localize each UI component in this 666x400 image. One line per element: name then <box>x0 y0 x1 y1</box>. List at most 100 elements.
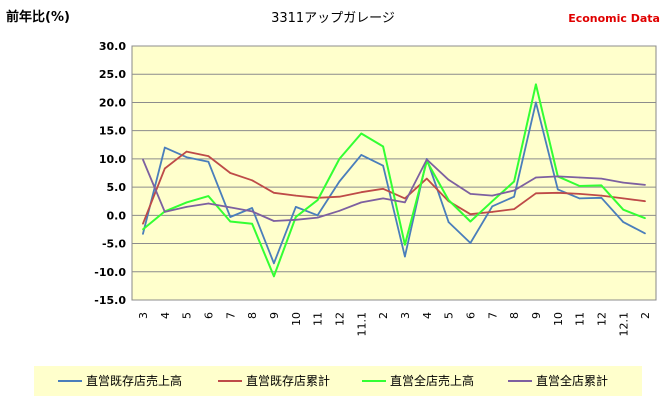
data-point <box>185 201 188 204</box>
x-tick-label: 6 <box>202 312 215 319</box>
data-point <box>513 195 515 198</box>
data-point <box>316 214 319 217</box>
data-point <box>163 167 166 170</box>
x-tick-label: 9 <box>530 312 543 319</box>
data-point <box>163 211 166 213</box>
y-tick-label: 20.0 <box>99 96 126 109</box>
data-point <box>535 83 537 86</box>
y-tick-label: -10.0 <box>94 266 126 279</box>
data-point <box>644 184 646 186</box>
data-point <box>207 155 210 157</box>
plot-area <box>131 45 657 301</box>
series-lines <box>142 83 646 278</box>
y-tick-label: 0.0 <box>107 209 127 222</box>
data-point <box>578 185 581 187</box>
x-tick-label: 10 <box>552 312 565 326</box>
data-point <box>600 184 603 187</box>
data-point <box>447 199 450 201</box>
data-point <box>644 232 646 235</box>
data-point <box>644 200 646 203</box>
data-point <box>556 188 559 191</box>
data-point <box>469 213 472 216</box>
data-point <box>251 223 253 225</box>
data-point <box>316 216 319 219</box>
data-point <box>491 211 494 213</box>
legend-label-1: 直営既存店売上高 <box>86 373 182 388</box>
x-tick-label: 3 <box>399 312 412 319</box>
data-point <box>273 275 275 278</box>
data-point <box>360 191 363 193</box>
data-point <box>185 156 188 158</box>
data-point <box>382 188 384 190</box>
data-point <box>229 172 232 174</box>
data-point <box>425 177 428 180</box>
series-line-1 <box>142 101 646 265</box>
y-tick-label: 25.0 <box>99 68 126 81</box>
x-tick-label: 11 <box>574 312 587 326</box>
data-point <box>535 192 537 195</box>
data-point <box>338 195 341 198</box>
legend: 直営既存店売上高 直営既存店累計 直営全店売上高 直営全店累計 <box>58 373 608 388</box>
data-point <box>382 197 384 200</box>
legend-label-2: 直営既存店累計 <box>246 373 330 388</box>
x-tick-label: 10 <box>290 312 303 326</box>
data-point <box>622 197 625 200</box>
data-point <box>425 158 428 161</box>
data-point <box>142 223 144 225</box>
data-point <box>600 194 603 197</box>
data-point <box>360 154 363 156</box>
data-point <box>513 189 515 192</box>
x-tick-label: 2 <box>377 312 390 319</box>
data-point <box>338 180 341 183</box>
data-point <box>404 201 406 204</box>
data-point <box>404 197 406 200</box>
data-point <box>535 101 537 104</box>
y-tick-label: 5.0 <box>107 181 127 194</box>
data-point <box>229 216 232 218</box>
data-point <box>600 177 603 180</box>
chart-title: 3311アップガレージ <box>271 11 395 26</box>
data-point <box>491 200 494 203</box>
data-point <box>207 160 210 163</box>
legend-box <box>34 366 642 396</box>
data-point <box>469 242 472 244</box>
data-point <box>600 197 603 199</box>
series-line-4 <box>142 158 646 222</box>
data-point <box>338 158 341 160</box>
data-point <box>578 176 581 179</box>
x-tick-label: 7 <box>486 312 499 319</box>
data-point <box>185 206 188 208</box>
x-tick-label: 4 <box>159 312 172 319</box>
legend-label-3: 直営全店売上高 <box>390 373 474 388</box>
data-point <box>469 193 472 195</box>
data-point <box>294 194 297 197</box>
data-point <box>382 164 384 167</box>
data-point <box>491 205 494 208</box>
data-point <box>207 195 210 197</box>
data-point <box>229 206 232 209</box>
data-point <box>469 220 472 223</box>
y-tick-label: -15.0 <box>94 294 126 307</box>
data-point <box>447 178 450 181</box>
data-point <box>382 145 384 148</box>
x-tick-label: 5 <box>443 312 456 319</box>
data-point <box>556 175 559 178</box>
data-point <box>404 243 406 246</box>
data-point <box>360 201 363 204</box>
data-point <box>644 217 646 219</box>
data-point <box>142 228 144 231</box>
data-point <box>556 191 559 194</box>
data-point <box>316 199 319 201</box>
brand-label: Economic Data <box>568 12 660 25</box>
data-point <box>251 210 253 213</box>
data-point <box>360 132 363 135</box>
data-point <box>251 207 253 209</box>
x-tick-label: 2 <box>639 312 652 319</box>
data-point <box>404 255 406 258</box>
series-line-3 <box>142 83 646 278</box>
x-tick-label: 6 <box>464 312 477 319</box>
x-tick-label: 3 <box>137 312 150 319</box>
y-axis-title: 前年比(%) <box>6 9 70 25</box>
data-point <box>142 233 144 235</box>
